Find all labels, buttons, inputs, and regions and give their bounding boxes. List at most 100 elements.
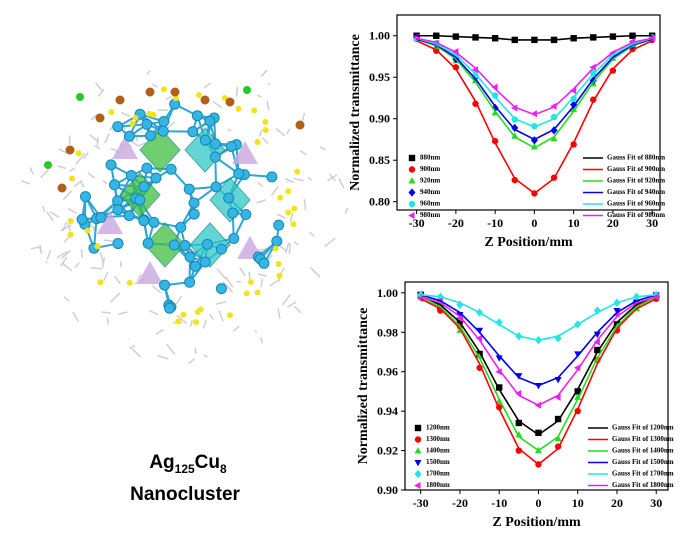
ag-atom [225, 140, 237, 152]
ag-atom [240, 209, 252, 221]
ligand-bond [103, 239, 115, 243]
cu-atom [170, 87, 180, 97]
x-tick-label: -30 [413, 496, 429, 510]
ligand-bond [227, 128, 232, 132]
ligand-bond [276, 213, 286, 219]
tetrahedron [232, 141, 258, 164]
ligand-bond [256, 94, 262, 98]
ag-atom [79, 191, 91, 203]
legend-swatch [414, 459, 422, 467]
legend-swatch [414, 436, 422, 443]
ag-atom [148, 216, 160, 228]
ag-atom [165, 163, 177, 175]
ag-atom [76, 213, 88, 225]
ligand-bond [104, 133, 110, 144]
legend-swatch [414, 447, 422, 454]
ligand-bond [260, 69, 268, 77]
ag-atom [157, 125, 169, 137]
marker [550, 134, 558, 142]
s-atom [129, 120, 136, 127]
s-atom [75, 150, 82, 157]
s-atom [291, 205, 298, 212]
ag-atom [189, 260, 201, 272]
y-axis-label: Normalized transmittance [356, 308, 371, 465]
marker [535, 429, 542, 437]
polyhedron [144, 222, 186, 268]
marker [554, 393, 561, 401]
ligand-bond [61, 262, 73, 272]
tetrahedron [137, 261, 163, 284]
marker [452, 64, 460, 71]
marker [476, 327, 484, 335]
ligand-bond [258, 129, 263, 137]
ligand-bond [303, 199, 307, 211]
ag-atom [123, 130, 135, 142]
s-atom [94, 243, 101, 250]
cu-atom [200, 95, 210, 105]
y-tick-label: 0.85 [369, 153, 390, 167]
ligand-bond [319, 146, 326, 151]
x-tick-label: 20 [607, 216, 619, 230]
legend-label: Gauss Fit of 980nm [607, 211, 665, 219]
s-atom [180, 311, 187, 318]
ag-atom [138, 215, 150, 227]
x-tick-label: -30 [409, 216, 425, 230]
fit-line [416, 37, 653, 128]
marker [554, 434, 562, 442]
ligand-bond [293, 305, 302, 314]
legend-label: 1700nm [426, 470, 450, 478]
ligand-bond [110, 292, 121, 303]
ag-atom [266, 171, 278, 183]
marker [613, 308, 621, 315]
chart: 0.90 0.92 0.94 0.96 0.98 1.00 -30 -20 -10 0 10 20 30… [356, 281, 674, 530]
ligand-bond [80, 249, 84, 259]
cl-atom [243, 86, 251, 94]
ligand-bond [289, 212, 294, 223]
legend-label: Gauss Fit of 960nm [607, 200, 665, 208]
legend-swatch [408, 211, 415, 220]
s-atom [247, 279, 254, 286]
ligand-bond [129, 345, 141, 358]
ligand-bond [308, 231, 315, 237]
marker [574, 388, 581, 395]
ag-atom [209, 138, 221, 150]
legend-label: Gauss Fit of 920nm [607, 177, 665, 185]
ligand-bond [67, 207, 77, 214]
cu-atom [145, 87, 155, 97]
ligand-bond [41, 205, 46, 212]
legend-swatch [408, 154, 416, 162]
legend-label: 1300nm [426, 435, 450, 443]
ag-atom [201, 238, 213, 250]
marker [496, 384, 503, 391]
legend-label: Gauss Fit of 940nm [607, 188, 665, 196]
ligand-bond [46, 249, 52, 260]
legend-swatch [414, 481, 421, 490]
cu-atom [295, 120, 305, 130]
ligand-bond [87, 172, 96, 179]
ligand-bond [102, 271, 109, 282]
chart: 0.80 0.85 0.90 0.95 1.00 -30 -20 -10 0 10 20 30 Z Po… [348, 14, 665, 250]
ligand-bond [40, 169, 49, 179]
ag-atom [168, 239, 180, 251]
ligand-bond [148, 309, 159, 316]
ligand-bond [146, 70, 151, 75]
marker [554, 415, 562, 423]
x-tick-label: 30 [646, 216, 658, 230]
x-tick-label: 0 [531, 216, 537, 230]
ag-atom [134, 194, 146, 206]
marker [570, 105, 578, 113]
legend-label: Gauss Fit of 1300nm [612, 435, 674, 443]
legend-label: 1800nm [426, 481, 450, 489]
legend-swatch [408, 177, 416, 184]
ag-atom [233, 168, 245, 180]
legend-label: Gauss Fit of 1700nm [612, 470, 674, 478]
ligand-bond [254, 329, 258, 333]
s-atom [275, 261, 282, 268]
ag-atom [188, 208, 200, 220]
ligand-bond [293, 177, 304, 182]
ligand-bond [260, 337, 263, 344]
ligand-bond [90, 113, 99, 121]
ligand-bond [256, 199, 266, 204]
cl-atom [44, 161, 52, 169]
ligand-bond [99, 252, 104, 263]
